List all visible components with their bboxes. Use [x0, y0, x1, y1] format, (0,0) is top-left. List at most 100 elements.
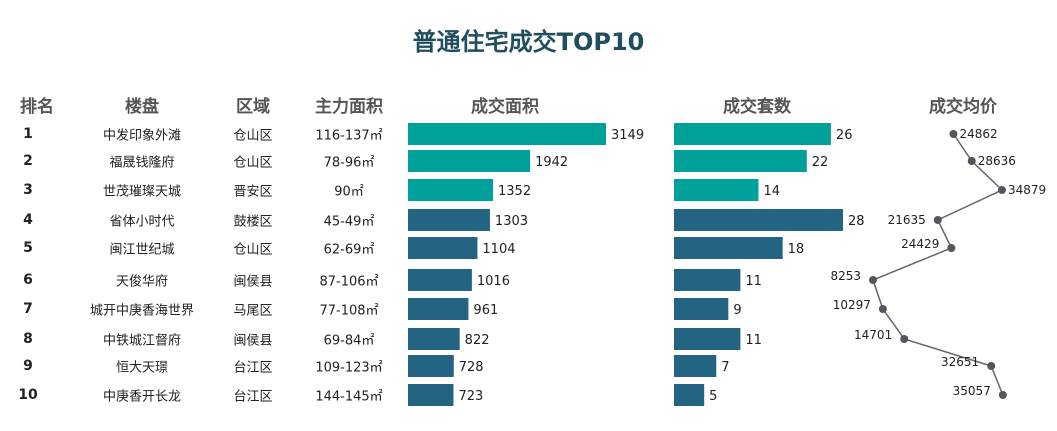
- row-project: 闽江世纪城: [109, 242, 175, 258]
- area-bar: [408, 298, 469, 320]
- area-label: 822: [465, 333, 490, 348]
- row-rank: 2: [23, 153, 33, 169]
- row-size: 62-69㎡: [323, 242, 375, 258]
- area-label: 1942: [535, 155, 568, 170]
- area-bar: [408, 150, 531, 172]
- price-point: [878, 305, 887, 313]
- row-project: 省体小时代: [109, 214, 175, 230]
- row-size: 87-106㎡: [319, 274, 379, 290]
- row-rank: 6: [23, 272, 33, 288]
- units-bar: [674, 384, 705, 406]
- area-label: 1016: [477, 274, 510, 289]
- area-bar: [408, 123, 606, 145]
- units-label: 7: [721, 360, 729, 375]
- price-label: 21635: [888, 213, 926, 227]
- row-district: 台江区: [233, 360, 273, 376]
- row-district: 仓山区: [233, 242, 273, 258]
- header-price: 成交均价: [929, 97, 997, 117]
- units-bar: [674, 209, 843, 231]
- row-district: 台江区: [233, 389, 273, 405]
- price-point: [987, 362, 996, 370]
- row-size: 69-84㎡: [323, 333, 375, 349]
- units-label: 26: [836, 128, 853, 143]
- price-label: 32651: [941, 355, 979, 369]
- price-label: 8253: [830, 269, 861, 283]
- area-bar: [408, 179, 494, 201]
- units-bar: [674, 269, 741, 291]
- header-district: 区域: [236, 97, 270, 117]
- row-district: 闽侯县: [233, 274, 273, 290]
- row-rank: 7: [23, 301, 33, 317]
- row-rank: 3: [23, 182, 33, 198]
- price-label: 24862: [959, 127, 997, 141]
- header-units: 成交套数: [723, 97, 791, 117]
- header-project: 楼盘: [125, 97, 159, 117]
- area-bar: [408, 269, 472, 291]
- row-size: 77-108㎡: [319, 303, 379, 319]
- row-rank: 10: [18, 387, 38, 403]
- row-district: 仓山区: [233, 155, 273, 171]
- units-bar: [674, 150, 807, 172]
- units-label: 14: [764, 184, 781, 199]
- row-project: 中发印象外滩: [102, 128, 182, 144]
- row-size: 116-137㎡: [315, 128, 383, 144]
- units-label: 18: [788, 242, 805, 257]
- area-label: 3149: [611, 128, 644, 143]
- area-bar: [408, 384, 454, 406]
- price-point: [997, 186, 1006, 194]
- header-rank: 排名: [20, 97, 54, 117]
- area-bar: [408, 209, 490, 231]
- row-district: 晋安区: [233, 184, 273, 200]
- price-label: 10297: [833, 298, 871, 312]
- row-rank: 5: [23, 240, 33, 256]
- price-label: 35057: [953, 384, 991, 398]
- price-point: [868, 276, 877, 284]
- row-size: 78-96㎡: [323, 155, 375, 171]
- units-label: 28: [848, 214, 865, 229]
- row-rank: 4: [23, 212, 33, 228]
- price-point: [998, 391, 1007, 399]
- area-bar: [408, 355, 454, 377]
- units-bar: [674, 328, 741, 350]
- row-project: 天俊华府: [115, 274, 169, 290]
- units-label: 5: [709, 389, 717, 404]
- area-label: 1352: [498, 184, 531, 199]
- units-label: 9: [733, 303, 741, 318]
- area-label: 961: [473, 303, 498, 318]
- area-label: 723: [458, 389, 483, 404]
- row-rank: 9: [23, 358, 33, 374]
- header-size: 主力面积: [315, 97, 383, 117]
- area-label: 728: [459, 360, 484, 375]
- header-area: 成交面积: [471, 97, 539, 117]
- price-line: [872, 133, 1004, 396]
- row-project: 恒大天璟: [115, 360, 169, 376]
- area-label: 1104: [482, 242, 515, 257]
- row-size: 45-49㎡: [323, 214, 375, 230]
- units-bar: [674, 237, 783, 259]
- units-label: 11: [745, 333, 762, 348]
- row-project: 城开中庚香海世界: [89, 303, 195, 319]
- units-bar: [674, 298, 729, 320]
- row-district: 仓山区: [233, 128, 273, 144]
- area-bar: [408, 237, 478, 259]
- row-rank: 1: [23, 126, 33, 142]
- row-project: 福晟钱隆府: [109, 155, 175, 171]
- price-label: 34879: [1008, 183, 1046, 197]
- price-point: [947, 244, 956, 252]
- row-project: 世茂璀璨天城: [102, 184, 182, 200]
- price-label: 14701: [854, 328, 892, 342]
- price-label: 24429: [901, 237, 939, 251]
- area-label: 1303: [495, 214, 528, 229]
- page-title: 普通住宅成交TOP10: [412, 28, 645, 56]
- units-label: 22: [812, 155, 829, 170]
- row-size: 90㎡: [334, 184, 364, 200]
- row-size: 144-145㎡: [315, 389, 383, 405]
- row-district: 鼓楼区: [233, 214, 273, 230]
- price-point: [933, 216, 942, 224]
- price-point: [967, 157, 976, 165]
- row-project: 中庚香开长龙: [102, 389, 182, 405]
- price-label: 28636: [978, 154, 1016, 168]
- row-district: 马尾区: [233, 303, 273, 319]
